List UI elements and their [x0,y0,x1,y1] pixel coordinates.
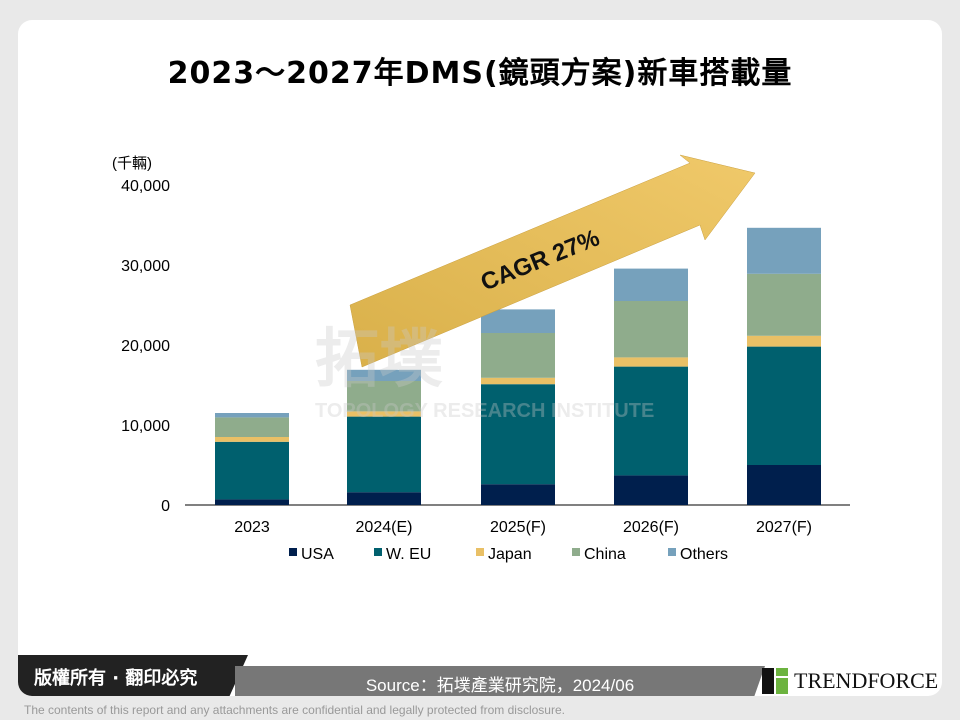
x-tick-label: 2025(F) [490,519,546,536]
legend-label: Japan [488,546,532,563]
legend-label: Others [680,546,728,563]
bar-segment-weu-2025(F) [481,384,555,485]
bar-segment-japan-2026(F) [614,357,688,367]
x-tick-label: 2024(E) [356,519,413,536]
bar-segment-weu-2024(E) [347,416,421,493]
bar-segment-usa-2027(F) [747,465,821,505]
bar-segment-others-2023 [215,413,289,418]
bar-segment-others-2024(E) [347,369,421,381]
bar-segment-usa-2024(E) [347,492,421,505]
legend-label: USA [301,546,334,563]
x-tick-label: 2023 [234,519,270,536]
bar-segment-china-2023 [215,417,289,437]
bar-segment-others-2027(F) [747,227,821,274]
bar-segment-usa-2026(F) [614,475,688,505]
copyright-text: 版權所有 · 翻印必究 [34,668,198,689]
bar-segment-others-2026(F) [614,268,688,301]
bar-segment-weu-2026(F) [614,366,688,476]
legend-swatch [668,548,676,556]
bar-segment-japan-2025(F) [481,377,555,385]
bar-segment-weu-2023 [215,441,289,500]
bar-segment-china-2024(E) [347,381,421,412]
y-tick-label: 10,000 [121,418,170,435]
legend-label: W. EU [386,546,431,563]
source-banner: Source：拓墣產業研究院，2024/06 [235,666,765,696]
bar-segment-china-2027(F) [747,273,821,336]
bar-segment-china-2025(F) [481,333,555,378]
legend-swatch [289,548,297,556]
x-tick-label: 2026(F) [623,519,679,536]
bar-segment-japan-2024(E) [347,411,421,417]
bar-segment-usa-2025(F) [481,484,555,505]
bar-segment-china-2026(F) [614,301,688,358]
trendforce-logo-icon [762,668,788,694]
bar-segment-japan-2027(F) [747,335,821,347]
source-text: Source：拓墣產業研究院，2024/06 [365,676,635,695]
y-tick-label: 0 [161,498,170,515]
brand-text: TRENDFORCE [794,668,939,693]
legend-swatch [476,548,484,556]
chart-title: 2023～2027年DMS(鏡頭方案)新車搭載量 [167,56,793,91]
disclaimer: The contents of this report and any atta… [24,703,565,717]
legend-label: China [584,546,626,563]
bar-segment-usa-2023 [215,499,289,505]
copyright-banner: 版權所有 · 翻印必究 [18,655,248,696]
y-axis-unit: (千輛) [112,155,152,172]
trendforce-logo: TRENDFORCE [762,665,938,697]
y-tick-label: 40,000 [121,178,170,195]
bar-segment-others-2025(F) [481,309,555,333]
y-tick-label: 20,000 [121,338,170,355]
stacked-bar-chart: (千輛) 0 10,000 20,000 30,000 40,000 2023 2024(E)… [112,154,850,563]
bar-segment-weu-2027(F) [747,346,821,465]
legend-swatch [374,548,382,556]
bar-segment-japan-2023 [215,437,289,442]
legend-swatch [572,548,580,556]
y-tick-label: 30,000 [121,258,170,275]
x-tick-label: 2027(F) [756,519,812,536]
